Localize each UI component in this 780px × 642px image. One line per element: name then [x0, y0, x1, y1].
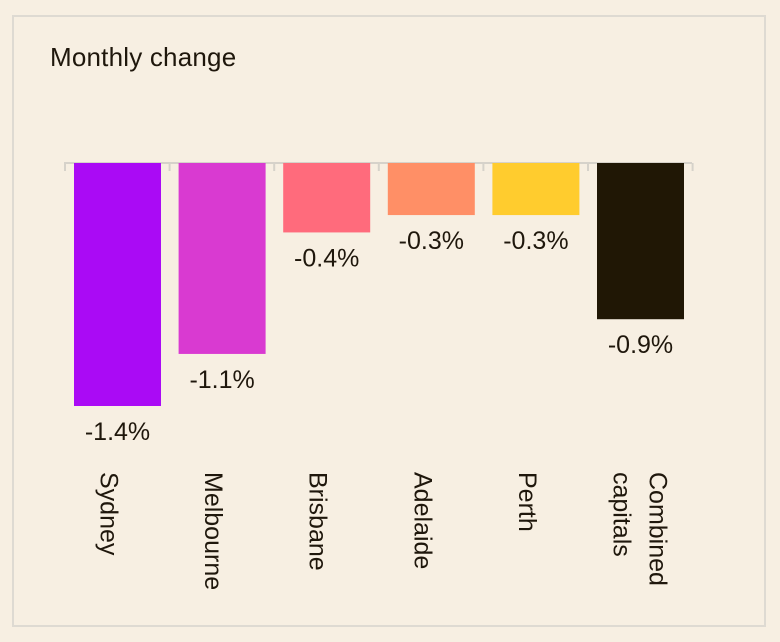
category-label: Adelaide — [408, 472, 436, 569]
value-label: -0.9% — [608, 331, 673, 359]
category-label: Brisbane — [304, 472, 332, 571]
value-label: -0.3% — [399, 227, 464, 255]
value-label: -1.4% — [85, 418, 150, 446]
category-label-line: Brisbane — [304, 472, 332, 571]
bar-brisbane — [283, 163, 371, 233]
bar-melbourne — [178, 163, 266, 354]
category-label-line: Melbourne — [199, 472, 227, 590]
category-label: Perth — [513, 472, 541, 532]
value-label: -1.1% — [189, 366, 254, 394]
bar-sydney — [74, 163, 161, 406]
category-label-line: Adelaide — [408, 472, 436, 569]
category-label-line: capitals — [608, 472, 636, 557]
category-label: Combined capitals — [608, 472, 672, 586]
chart-title: Monthly change — [50, 42, 237, 72]
value-label: -0.3% — [503, 227, 568, 255]
bar-perth — [492, 163, 580, 216]
category-label-line: Combined — [644, 472, 672, 586]
category-label-line: Sydney — [95, 472, 123, 556]
category-label: Melbourne — [199, 472, 227, 590]
bar-combined-capitals — [597, 163, 684, 320]
value-label: -0.4% — [294, 244, 359, 272]
category-label: Sydney — [95, 472, 123, 556]
category-label-line: Perth — [513, 472, 541, 532]
bar-adelaide — [387, 163, 475, 216]
